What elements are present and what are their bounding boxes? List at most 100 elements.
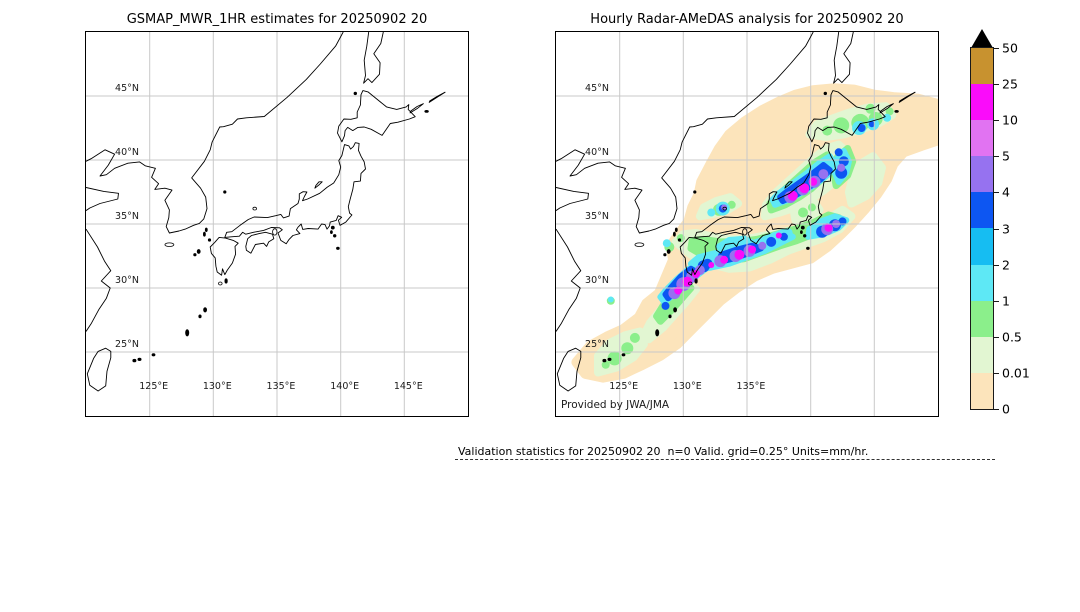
precip-cell (682, 276, 693, 287)
coastline-shandong (556, 187, 589, 211)
coastline-honshu (224, 142, 366, 245)
small-island (224, 278, 228, 284)
small-island (203, 307, 207, 313)
small-island (673, 231, 676, 237)
precip-blob (844, 152, 886, 208)
dashed-separator (455, 453, 995, 460)
coastline-korea-continent (556, 32, 814, 234)
precip-cell (824, 223, 833, 232)
precip-cell (833, 117, 850, 134)
small-island (207, 238, 212, 242)
precip-cell (707, 208, 716, 217)
colorbar-segment (971, 300, 993, 337)
colorbar-segment (971, 120, 993, 157)
small-island (332, 234, 337, 238)
lon-tick-label: 125°E (139, 381, 168, 392)
colorbar-tick (994, 48, 999, 49)
colorbar-segment (971, 192, 993, 229)
colorbar-tick-label: 2 (1002, 257, 1010, 273)
lat-tick-label: 35°N (115, 211, 139, 222)
small-island (336, 246, 340, 250)
small-island (204, 227, 208, 232)
precip-cell (809, 177, 818, 186)
small-island (137, 357, 142, 361)
colorbar: 50 25 10 5 4 3 2 1 0.5 0.01 0 (970, 29, 1031, 429)
validation-stats-text: Validation statistics for 20250902 20 n=… (458, 445, 869, 458)
colorbar-tick (994, 409, 999, 410)
precip-cell (775, 232, 782, 239)
small-island (424, 110, 429, 113)
precip-cell (601, 360, 610, 369)
coastline-honshu (694, 142, 836, 245)
colorbar-segment (971, 84, 993, 121)
coastline-shandong (86, 187, 119, 211)
precip-cell (798, 207, 808, 218)
precip-cell (607, 296, 614, 303)
small-island (185, 329, 190, 337)
colorbar-segment (971, 228, 993, 265)
precip-cell (807, 203, 816, 212)
colorbar-tick (994, 300, 999, 302)
lat-tick-label: 30°N (585, 275, 609, 286)
lon-tick-label: 140°E (330, 381, 359, 392)
small-island (673, 307, 677, 313)
gsmap-estimates-map: 45°N 40°N 35°N 30°N 25°N 125°E 130°E 135°E 140°E… (86, 32, 468, 416)
precip-cell (727, 200, 736, 209)
colorbar-over-arrow-icon (971, 29, 993, 48)
coastline-sado (784, 181, 793, 189)
small-island (806, 246, 810, 250)
coastline-sakhalin (833, 32, 854, 84)
precip-cell (787, 190, 798, 201)
precip-cell (779, 232, 788, 241)
colorbar-tick-label: 0.5 (1002, 329, 1022, 345)
coastline-china-coast (556, 228, 582, 332)
precip-cell (629, 332, 640, 343)
colorbar-tick (994, 84, 999, 86)
colorbar-tick-label: 50 (1002, 40, 1018, 56)
coastline-taiwan (86, 347, 112, 392)
small-island (894, 110, 899, 113)
credit-text: Provided by JWA/JMA (561, 399, 670, 411)
precip-cell (662, 239, 671, 248)
radar-amedas-panel: 45°N 40°N 35°N 30°N 25°N 125°E 130°E 135°E Provi… (555, 31, 939, 417)
small-island (164, 242, 175, 247)
lon-tick-label: 145°E (394, 381, 423, 392)
precip-cell (720, 255, 729, 264)
colorbar-segment (971, 372, 993, 409)
precip-cell (748, 245, 757, 254)
precip-cell (834, 148, 843, 157)
precip-cell (708, 262, 715, 268)
precip-cell (674, 286, 683, 295)
small-island (132, 358, 137, 363)
coastline-kuril-kunashir (409, 103, 424, 114)
small-island (602, 358, 607, 363)
precip-cell (818, 169, 829, 180)
radar-amedas-map: 45°N 40°N 35°N 30°N 25°N 125°E 130°E 135°E Provi… (556, 32, 938, 416)
small-island (677, 238, 682, 242)
small-island (802, 234, 807, 238)
lat-tick-label: 25°N (115, 339, 139, 350)
lat-tick-label: 35°N (585, 211, 609, 222)
coastline-kyushu (209, 236, 239, 276)
small-island (607, 357, 612, 361)
colorbar-tick (994, 156, 999, 158)
small-island (252, 206, 257, 211)
precip-cell (837, 163, 846, 172)
precip-cell (621, 342, 634, 355)
precip-cell (661, 301, 670, 310)
colorbar-scale (970, 47, 994, 410)
colorbar-tick-label: 0 (1002, 401, 1010, 417)
lat-tick-label: 30°N (115, 275, 139, 286)
lon-tick-label: 135°E (737, 381, 766, 392)
small-island (151, 353, 156, 357)
colorbar-tick-label: 4 (1002, 184, 1010, 200)
small-island (742, 228, 748, 236)
small-island (329, 230, 333, 235)
small-island (353, 91, 357, 96)
precip-cell (799, 183, 810, 194)
lon-tick-label: 135°E (267, 381, 296, 392)
lon-tick-label: 130°E (203, 381, 232, 392)
colorbar-tick (994, 336, 999, 338)
coastline-kuril-iturup (428, 91, 446, 103)
